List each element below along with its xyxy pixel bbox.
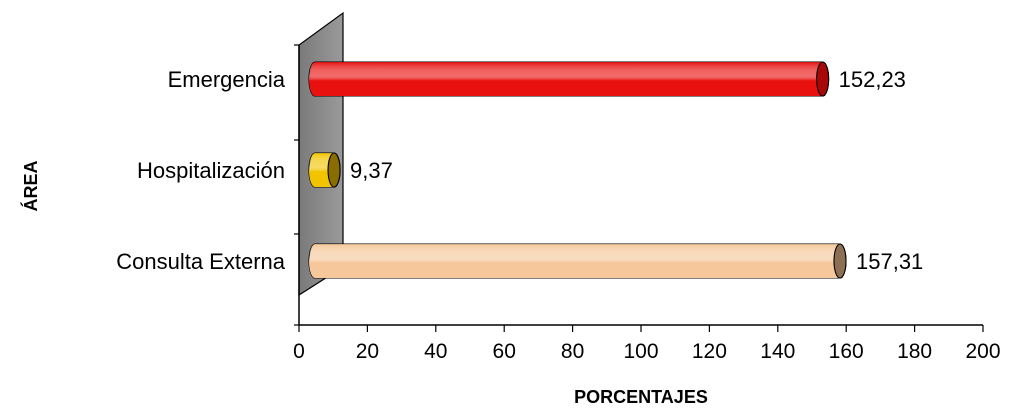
bar-shading	[309, 62, 829, 96]
bar-end-cap	[327, 152, 341, 188]
x-tick-label: 60	[493, 340, 516, 363]
bar-emergencia[interactable]	[308, 61, 830, 97]
x-tick-label: 120	[692, 340, 727, 363]
x-tick-label: 140	[760, 340, 795, 363]
y-axis-title: ÁREA	[20, 160, 41, 211]
category-label: Consulta Externa	[116, 249, 286, 274]
data-label: 157,31	[856, 249, 923, 274]
category-label: Emergencia	[168, 67, 286, 92]
data-label: 152,23	[839, 67, 906, 92]
x-tick-label: 20	[356, 340, 379, 363]
x-tick-label: 80	[561, 340, 584, 363]
bar-shading	[309, 244, 847, 278]
x-tick-label: 160	[829, 340, 864, 363]
x-tick-label: 100	[623, 340, 658, 363]
category-label: Hospitalización	[137, 158, 285, 183]
x-tick-label: 180	[897, 340, 932, 363]
x-tick-label: 40	[424, 340, 447, 363]
bar-end-cap	[833, 243, 847, 279]
bar-hospitalización[interactable]	[308, 152, 341, 188]
x-tick-label: 200	[965, 340, 1000, 363]
x-axis-title: PORCENTAJES	[574, 387, 708, 407]
bar-consulta-externa[interactable]	[308, 243, 847, 279]
x-tick-label: 0	[293, 340, 305, 363]
data-label: 9,37	[350, 158, 393, 183]
bar-end-cap	[816, 61, 830, 97]
